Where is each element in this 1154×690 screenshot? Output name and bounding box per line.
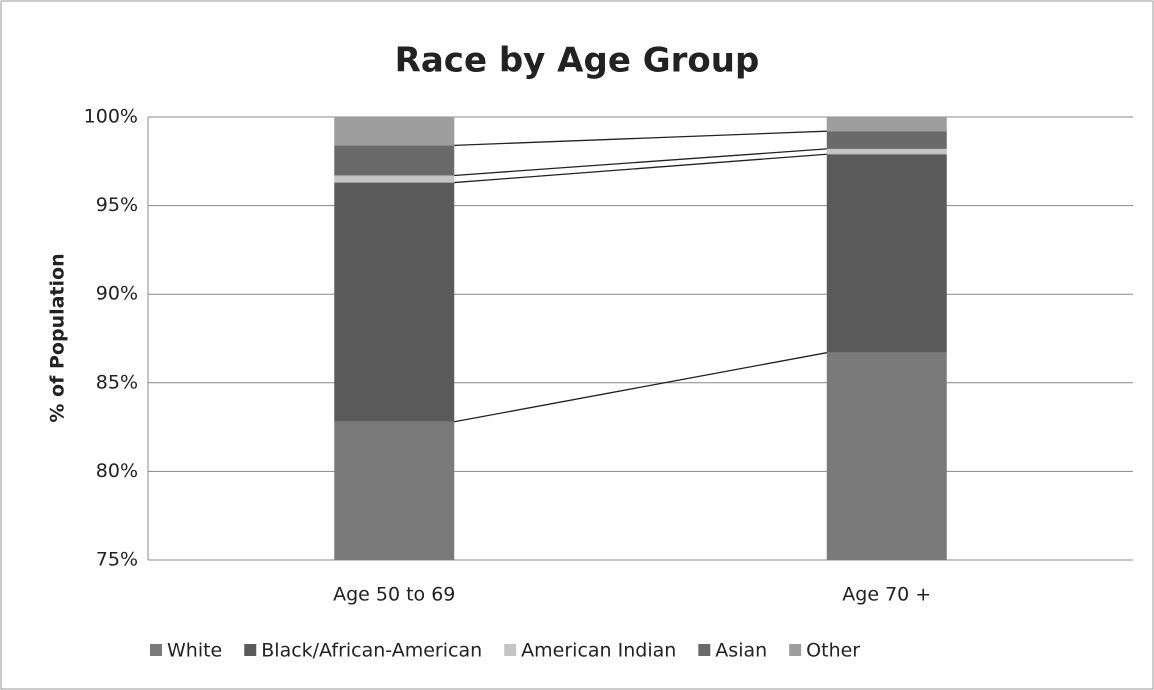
y-tick-label: 75% xyxy=(96,549,138,571)
y-axis-title: % of Population xyxy=(47,253,69,422)
y-tick-label: 80% xyxy=(96,460,138,482)
legend-label: American Indian xyxy=(521,640,676,662)
bar-segment xyxy=(334,175,455,183)
series-line xyxy=(454,130,827,147)
y-tick-label: 90% xyxy=(96,283,138,305)
y-tick-label: 85% xyxy=(96,371,138,393)
chart-title: Race by Age Group xyxy=(395,41,760,81)
series-line xyxy=(454,352,827,423)
legend-label: Asian xyxy=(715,640,767,662)
bar-segment xyxy=(334,117,455,146)
series-line xyxy=(454,153,827,184)
legend-label: White xyxy=(167,640,222,662)
bar-segment xyxy=(826,352,947,560)
series-line xyxy=(454,148,827,177)
x-tick-label: Age 70 + xyxy=(842,584,931,606)
bar-segment xyxy=(826,131,947,149)
legend-swatch xyxy=(150,644,162,656)
legend-label: Other xyxy=(806,640,860,662)
bar-segment xyxy=(826,117,947,132)
y-tick-label: 95% xyxy=(96,194,138,216)
bar-segment xyxy=(334,182,455,422)
legend-swatch xyxy=(698,644,711,656)
bar-segment xyxy=(334,421,455,560)
legend-swatch xyxy=(789,644,802,656)
legend-swatch xyxy=(244,644,257,656)
legend-label: Black/African-American xyxy=(261,640,482,662)
bar-segment xyxy=(826,154,947,353)
bar-segment xyxy=(334,145,455,176)
x-tick-label: Age 50 to 69 xyxy=(333,584,455,606)
legend-swatch xyxy=(504,644,517,656)
y-tick-label: 100% xyxy=(84,106,138,128)
bar-segment xyxy=(826,148,947,155)
